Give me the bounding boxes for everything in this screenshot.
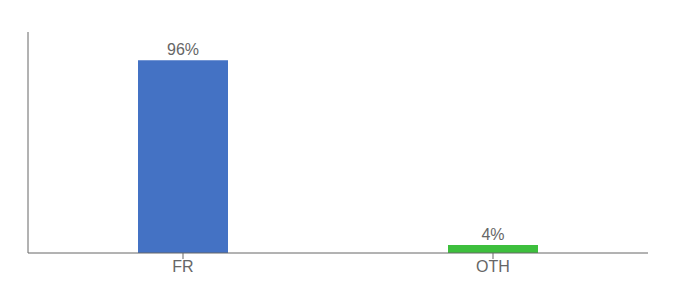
svg-text:OTH: OTH — [476, 258, 510, 275]
svg-text:96%: 96% — [167, 41, 199, 58]
svg-text:FR: FR — [172, 258, 193, 275]
svg-text:4%: 4% — [481, 226, 504, 243]
